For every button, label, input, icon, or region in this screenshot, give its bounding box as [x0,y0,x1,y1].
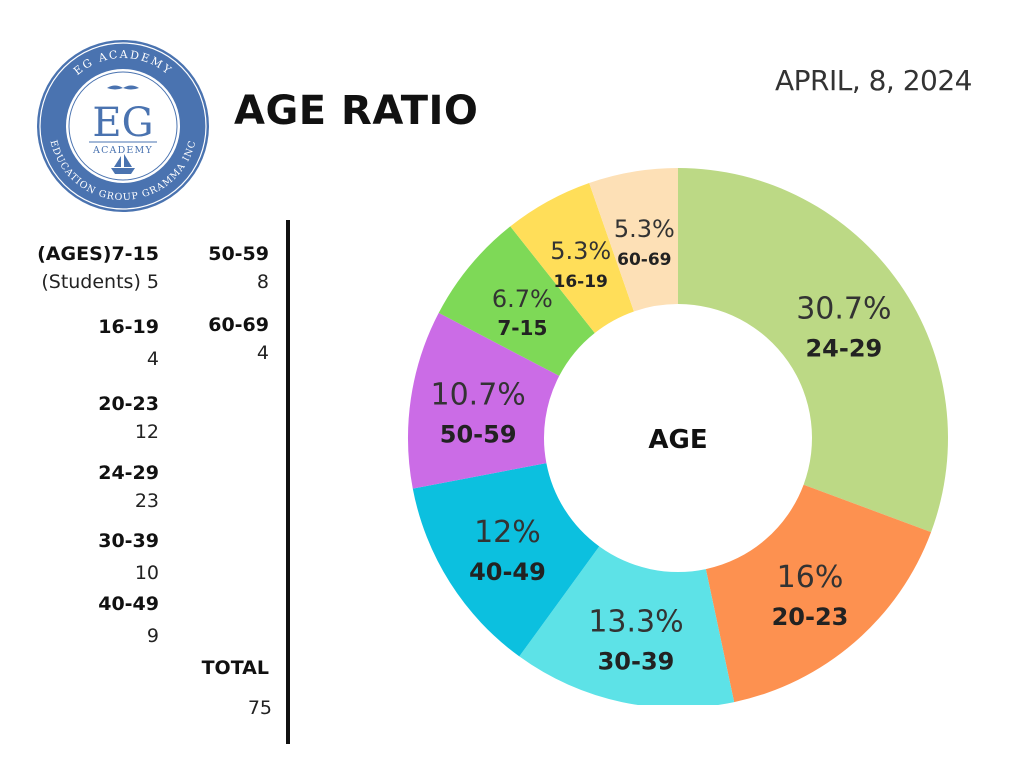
table-label-7-15: (AGES)7-15 [37,243,159,265]
slice-category-label: 24-29 [805,335,882,363]
donut-slice-60-69 [589,168,678,312]
table-value-30-39: 10 [134,562,159,584]
logo-monogram: EG [92,100,153,146]
donut-slice-7-15 [438,226,595,376]
donut-slice-24-29 [678,168,948,533]
table-value-60-69: 4 [256,342,269,364]
table-label-30-39: 30-39 [98,530,159,552]
logo-word: ACADEMY [92,145,153,156]
table-label-20-23: 20-23 [98,393,159,415]
eg-academy-logo: EG ACADEMY EDUCATION GROUP GRAMMA INC EG… [37,40,209,212]
donut-center-label: AGE [648,425,707,455]
table-value-40-49: 9 [146,625,159,647]
ornament-icon [107,85,139,90]
table-label-50-59: 50-59 [208,243,269,265]
vertical-divider [286,220,290,744]
slice-percent-label: 30.7% [796,292,891,327]
page-title: AGE RATIO [234,88,479,134]
donut-slice-40-49 [412,463,600,657]
donut-slice-30-39 [519,546,735,705]
table-label-40-49: 40-49 [98,593,159,615]
table-label-16-19: 16-19 [98,316,159,338]
slice-category-label: 50-59 [440,420,517,448]
donut-slice-20-23 [705,484,932,703]
report-date: APRIL, 8, 2024 [774,64,973,97]
table-label-24-29: 24-29 [98,462,159,484]
table-label-60-69: 60-69 [208,314,269,336]
table-value-20-23: 12 [134,421,159,443]
slice-percent-label: 6.7% [492,285,553,313]
donut-slice-16-19 [510,183,634,333]
slice-category-label: 30-39 [598,648,675,676]
slice-category-label: 40-49 [469,558,546,586]
donut-slice-50-59 [408,312,560,489]
table-value-16-19: 4 [146,348,159,370]
table-value-7-15: (Students) 5 [41,271,159,293]
slice-percent-label: 16% [777,560,844,595]
slice-category-label: 60-69 [617,250,671,270]
table-value-50-59: 8 [256,271,269,293]
slice-percent-label: 5.3% [614,215,675,243]
age-donut-chart: 30.7% 24-29 16% 20-23 13.3% 30-39 12% 40-49 10.7… [408,168,948,705]
table-value-24-29: 23 [134,490,159,512]
logo-inner-disc [66,69,180,183]
slice-category-label: 16-19 [553,272,607,292]
table-total-value: 75 [247,697,272,719]
slice-percent-label: 5.3% [550,237,611,265]
slice-percent-label: 12% [474,515,541,550]
ship-icon [111,154,135,174]
slice-percent-label: 13.3% [588,605,683,640]
slice-category-label: 20-23 [772,603,849,631]
slice-category-label: 7-15 [497,316,547,340]
slice-percent-label: 10.7% [431,377,526,412]
table-total-label: TOTAL [201,657,269,679]
